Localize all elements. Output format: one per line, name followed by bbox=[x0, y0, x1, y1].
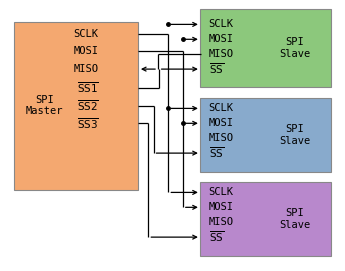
Text: MOSI: MOSI bbox=[209, 202, 234, 212]
Bar bbox=[200, 98, 331, 172]
Text: MOSI: MOSI bbox=[73, 47, 98, 56]
Text: $\overline{\mathrm{SS1}}$: $\overline{\mathrm{SS1}}$ bbox=[77, 81, 98, 95]
Text: MOSI: MOSI bbox=[209, 34, 234, 44]
Text: SCLK: SCLK bbox=[209, 104, 234, 113]
Text: SPI
Master: SPI Master bbox=[26, 95, 63, 117]
Text: SPI
Slave: SPI Slave bbox=[279, 124, 310, 146]
Text: $\overline{\mathrm{SS}}$: $\overline{\mathrm{SS}}$ bbox=[209, 146, 224, 160]
Bar bbox=[14, 22, 138, 190]
Text: $\overline{\mathrm{SS3}}$: $\overline{\mathrm{SS3}}$ bbox=[77, 116, 98, 131]
Text: $\overline{\mathrm{SS}}$: $\overline{\mathrm{SS}}$ bbox=[209, 62, 224, 76]
Text: SCLK: SCLK bbox=[209, 20, 234, 29]
Text: SPI
Slave: SPI Slave bbox=[279, 37, 310, 59]
Text: $\overline{\mathrm{SS}}$: $\overline{\mathrm{SS}}$ bbox=[209, 230, 224, 244]
Text: SCLK: SCLK bbox=[73, 29, 98, 39]
Text: SPI
Slave: SPI Slave bbox=[279, 208, 310, 230]
Text: MISO: MISO bbox=[209, 49, 234, 59]
Text: MISO: MISO bbox=[209, 133, 234, 143]
Bar bbox=[200, 182, 331, 256]
Text: SCLK: SCLK bbox=[209, 188, 234, 197]
Text: MOSI: MOSI bbox=[209, 118, 234, 128]
Text: $\overline{\mathrm{SS2}}$: $\overline{\mathrm{SS2}}$ bbox=[77, 98, 98, 113]
Text: MISO: MISO bbox=[209, 217, 234, 227]
Text: MISO: MISO bbox=[73, 64, 98, 74]
Bar bbox=[200, 9, 331, 87]
